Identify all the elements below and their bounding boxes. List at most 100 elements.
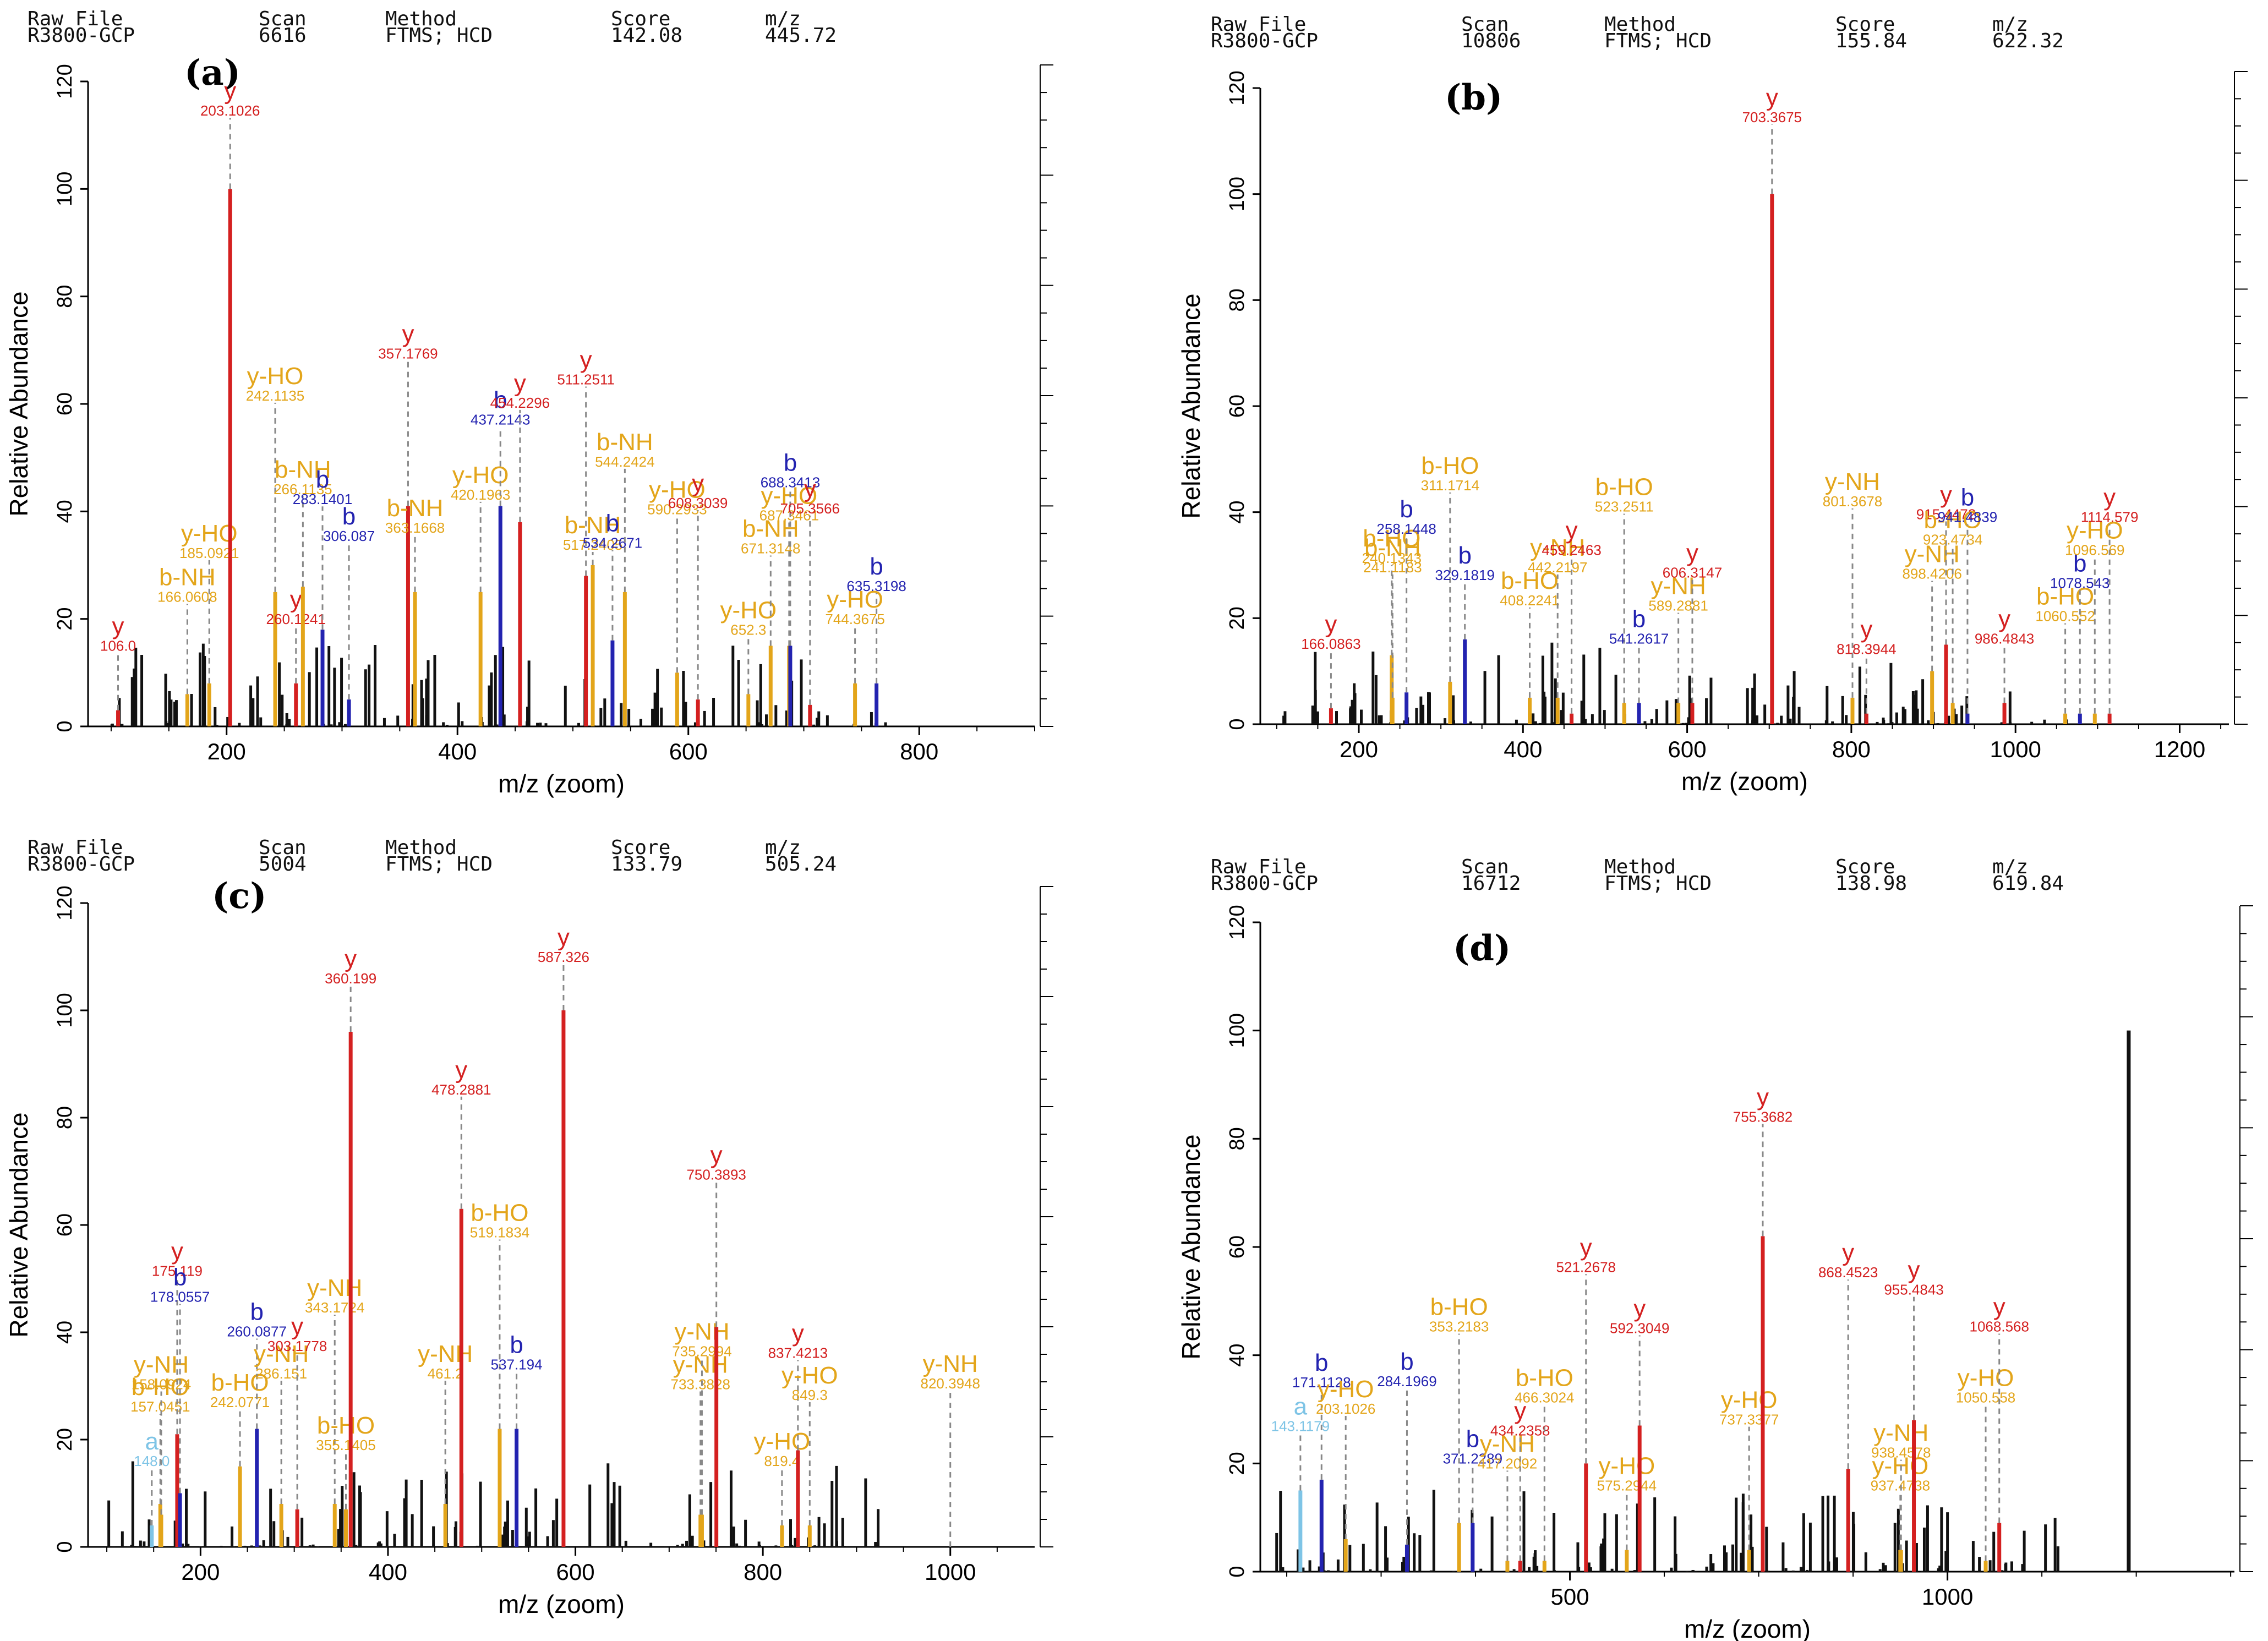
peak-mz-label: 1060.552 (2035, 608, 2095, 625)
peak-mz-label: 286.151 (255, 1365, 307, 1382)
hdr-method-value: FTMS; HCD (1604, 30, 1712, 52)
x-tick-label: 200 (181, 1559, 220, 1585)
y-tick-label: 100 (53, 172, 76, 206)
ion-label: y-NH (673, 1352, 728, 1379)
ion-label: y-HO (452, 462, 509, 489)
hdr-method-label: Method (1604, 13, 1676, 36)
peak-mz-label: 355.1405 (316, 1437, 375, 1453)
peak-mz-label: 592.3049 (1610, 1320, 1669, 1337)
hdr-rawfile-value: R3800-GCP (28, 24, 135, 47)
panel-a-letter: (a) (184, 52, 241, 94)
x-tick-label: 400 (438, 739, 477, 764)
hdr-scan-value: 10806 (1461, 30, 1521, 52)
peak-mz-label: 687.3461 (759, 507, 819, 524)
peak-mz-label: 203.1026 (1316, 1401, 1375, 1417)
peak-mz-label: 1114.579 (2081, 509, 2139, 526)
ion-label: b-HO (132, 1374, 189, 1401)
peak-mz-label: 454.2296 (490, 395, 550, 411)
peak-mz-label: 166.0863 (1301, 636, 1360, 652)
ion-label: b (494, 387, 507, 414)
y-tick-label: 40 (53, 1321, 76, 1344)
ion-label: b-NH (275, 456, 331, 483)
x-tick-label: 200 (207, 739, 246, 764)
peak-mz-label: 442.2197 (1528, 559, 1587, 576)
peak-mz-label: 158.0924 (132, 1376, 191, 1393)
peak-mz-label: 801.3678 (1823, 493, 1882, 510)
hdr-score-value: 155.84 (1835, 30, 1908, 52)
ion-label: b-HO (1516, 1364, 1573, 1391)
ion-label: y (792, 1320, 804, 1347)
peak-mz-label: 260.1241 (266, 611, 326, 627)
panel-b: Raw File R3800-GCP Scan 10806 Method FTMS; … (1134, 0, 2268, 820)
ion-label: b-HO (2036, 583, 2094, 610)
ion-label: b-HO (1924, 506, 1982, 533)
ion-label: y (1757, 1084, 1769, 1111)
peak-mz-label: 284.1969 (1377, 1373, 1436, 1390)
ion-label: y-NH (1530, 534, 1585, 561)
peak-mz-label: 306.087 (323, 528, 375, 544)
peak-mz-label: 541.2617 (1609, 630, 1669, 647)
panel-a: Raw File R3800-GCP Scan 6616 Method FTMS; H… (0, 0, 1134, 820)
peak-mz-label: 283.1401 (293, 491, 352, 507)
panel-d-letter: (d) (1453, 928, 1511, 969)
peak-mz-label: 737.3377 (1719, 1412, 1779, 1428)
y-tick-label: 80 (53, 285, 76, 308)
peak-mz-label: 534.2671 (583, 535, 642, 551)
ion-label: b-HO (1421, 452, 1479, 479)
hdr-mz-value: 505.24 (765, 853, 837, 876)
ion-label: y (1842, 1239, 1854, 1266)
ion-label: b (173, 1264, 187, 1291)
ion-label: y (1908, 1257, 1920, 1284)
ion-label: a (1294, 1393, 1308, 1420)
ion-label: y-NH (254, 1341, 309, 1368)
ion-label: y (1993, 1294, 2005, 1321)
ion-label: b-HO (1363, 525, 1420, 552)
peak-mz-label: 357.1769 (378, 346, 438, 362)
peak-mz-label: 608.3039 (668, 495, 728, 511)
hdr-rawfile-label: Raw File (28, 836, 123, 859)
hdr-rawfile-label: Raw File (1211, 13, 1307, 36)
peak-mz-label: 915.4472 (1916, 506, 1976, 523)
ion-label: y-HO (247, 363, 304, 390)
ion-label: y (580, 347, 592, 374)
y-tick-label: 80 (1226, 1127, 1249, 1150)
ion-label: y-HO (1318, 1376, 1374, 1403)
ion-label: y (1325, 611, 1337, 638)
peak-mz-label: 417.2092 (1478, 1455, 1537, 1472)
ion-label: b (1400, 496, 1413, 523)
ion-label: y-HO (2067, 517, 2123, 544)
x-tick-label: 400 (369, 1559, 407, 1585)
x-tick-label: 1000 (925, 1559, 976, 1585)
peak-mz-label: 837.4213 (768, 1345, 828, 1361)
peak-mz-label: 459.2463 (1542, 542, 1601, 559)
hdr-rawfile-label: Raw File (1211, 856, 1307, 878)
ion-label: b-NH (1364, 534, 1421, 561)
peak-mz-label: 343.1724 (305, 1299, 364, 1316)
peak-mz-label: 523.2511 (1595, 498, 1654, 515)
y-tick-label: 0 (1226, 1566, 1249, 1577)
y-tick-label: 20 (1226, 606, 1249, 630)
ion-label: b (250, 1299, 263, 1326)
y-tick-label: 40 (53, 500, 76, 523)
peak-mz-label: 868.4523 (1818, 1264, 1878, 1281)
hdr-scan-label: Scan (1461, 856, 1509, 878)
peak-mz-label: 955.4843 (1884, 1282, 1943, 1298)
peak-mz-label: 938.4578 (1871, 1445, 1931, 1461)
ion-label: y (112, 613, 124, 640)
ion-label: y (402, 321, 414, 348)
ion-label: y (171, 1238, 183, 1265)
y-tick-label: 0 (1226, 718, 1249, 730)
hdr-mz-label: m/z (765, 8, 801, 30)
peak-mz-label: 420.1963 (451, 486, 510, 503)
ion-label: b (606, 510, 619, 537)
y-tick-label: 100 (1226, 1013, 1249, 1048)
ion-label: b-HO (471, 1200, 528, 1227)
peak-mz-label: 143.1179 (1271, 1418, 1330, 1435)
peak-mz-label: 371.2289 (1443, 1451, 1502, 1467)
hdr-score-label: Score (611, 836, 671, 859)
peak-mz-label: 360.199 (325, 970, 376, 987)
peak-mz-label: 241.1183 (1363, 559, 1422, 576)
peak-mz-label: 941.4839 (1938, 509, 1997, 526)
ion-label: y (1566, 517, 1578, 544)
peak-mz-label: 311.1714 (1421, 477, 1480, 494)
